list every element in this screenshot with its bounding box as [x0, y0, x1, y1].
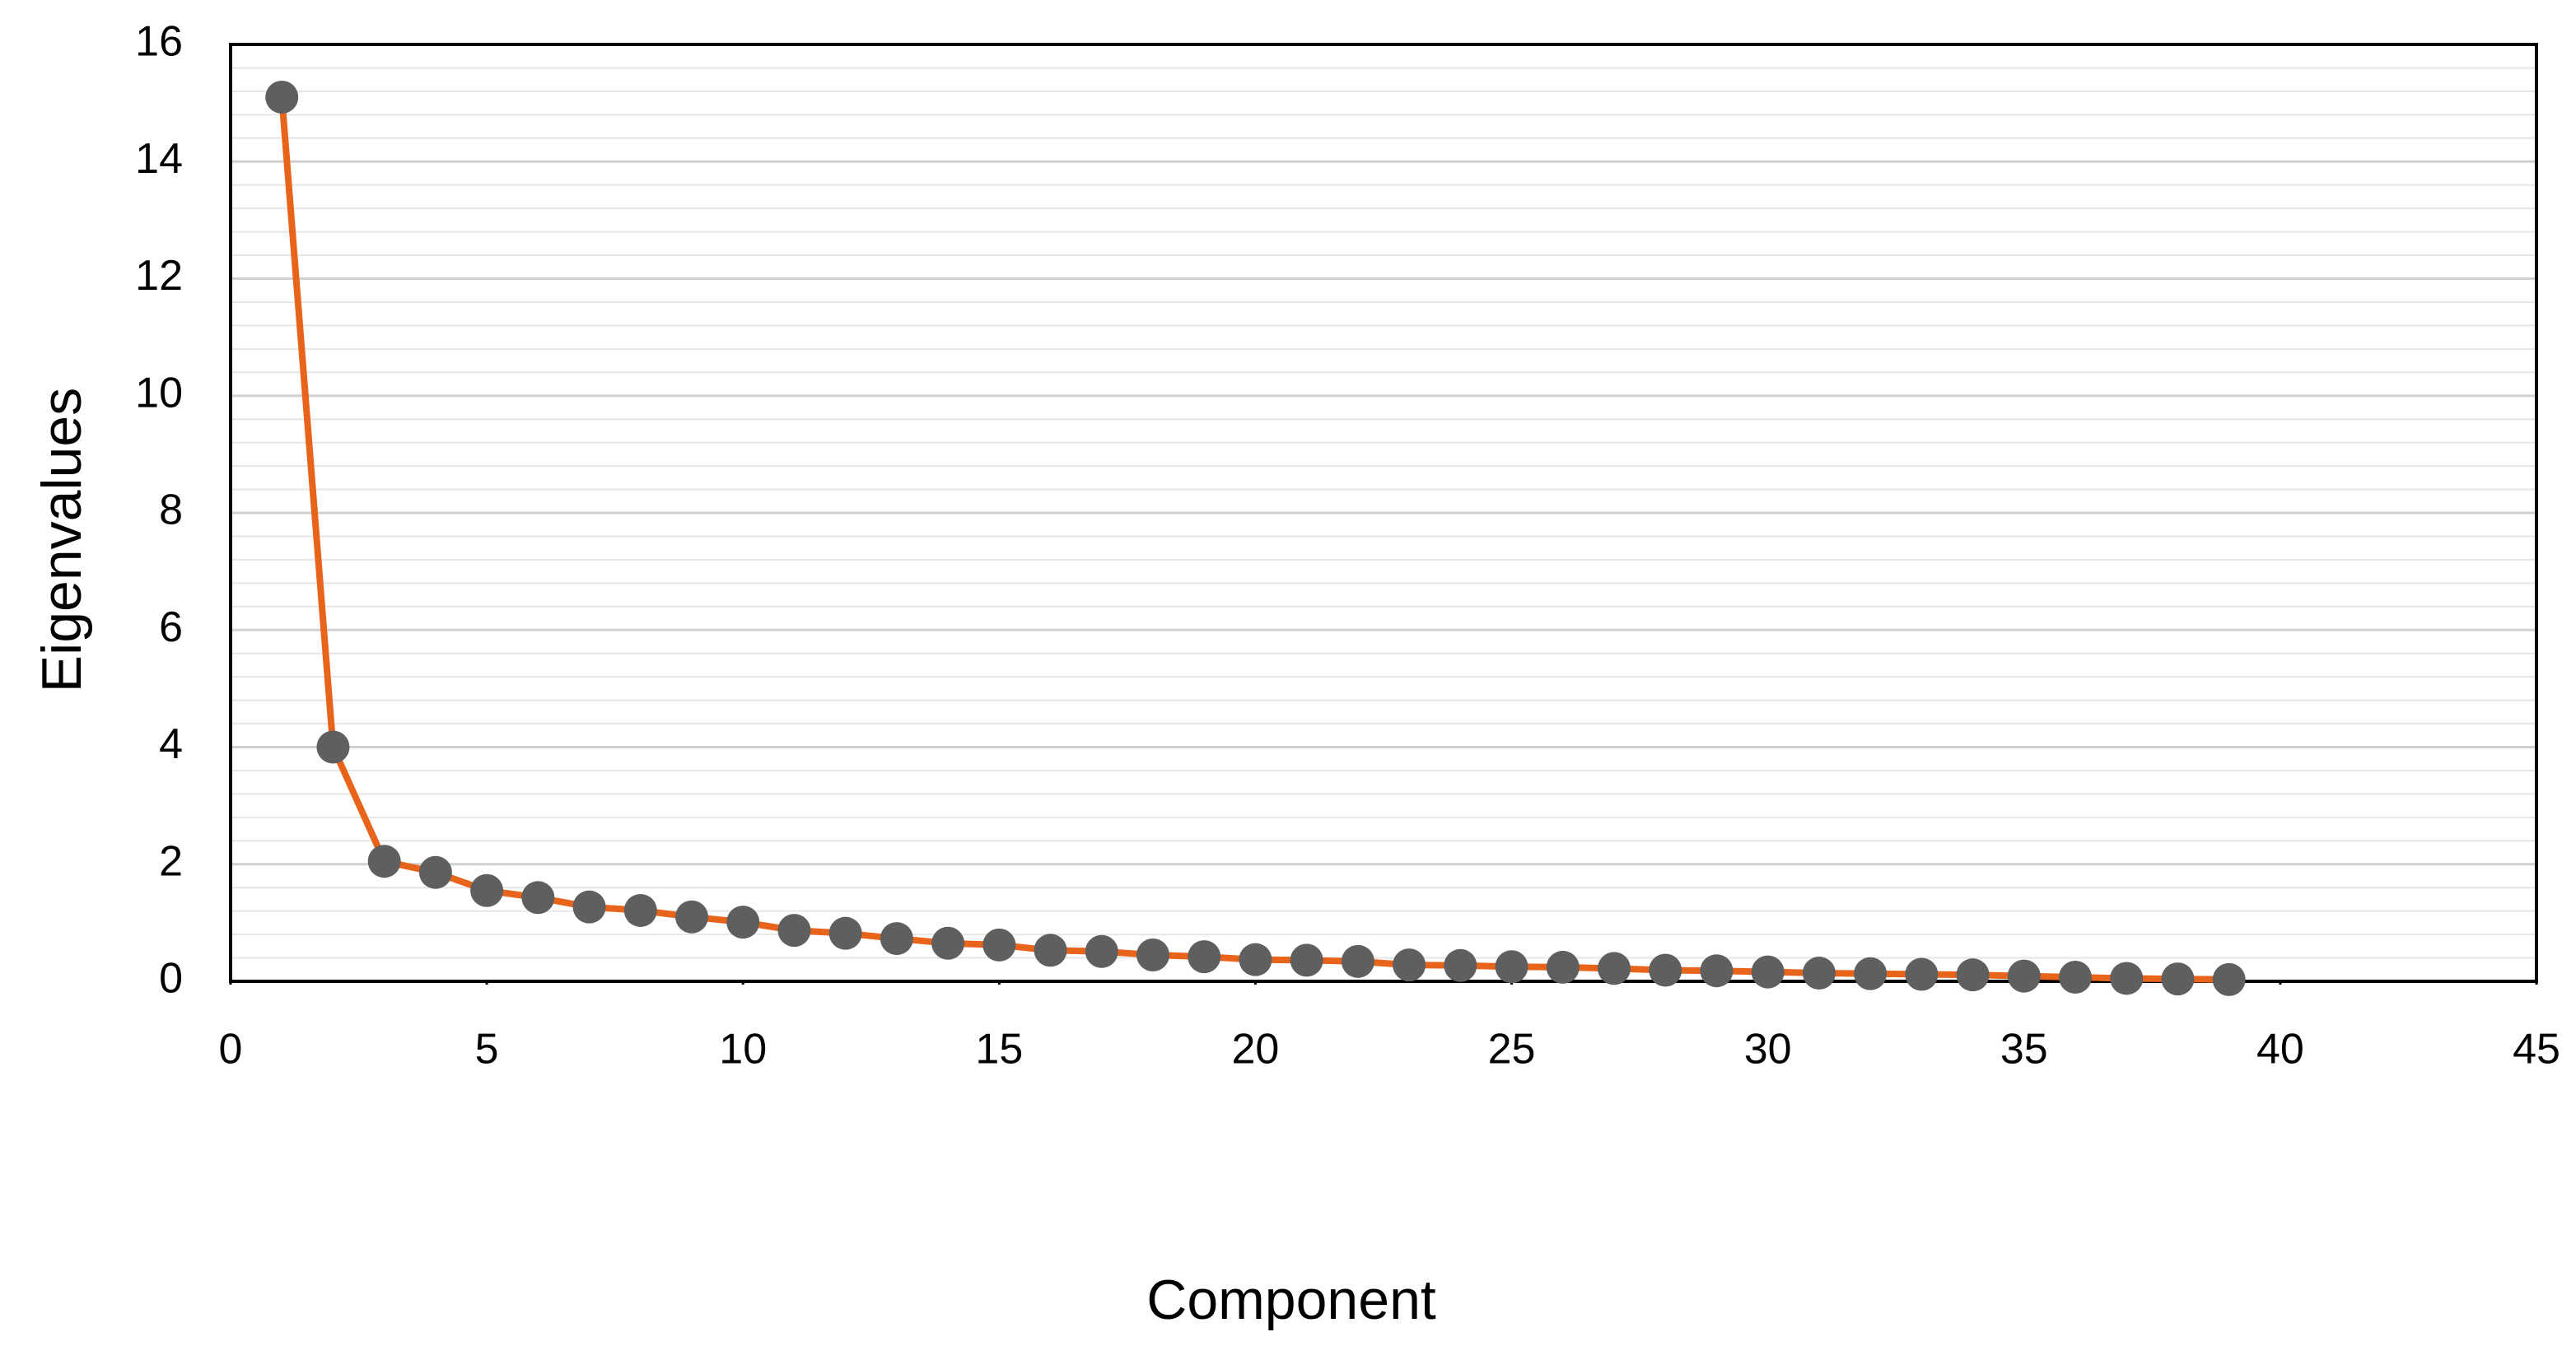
- marker: [1802, 957, 1836, 990]
- marker: [1905, 957, 1939, 991]
- marker: [418, 855, 452, 889]
- marker: [880, 922, 913, 956]
- y-tick-label: 14: [135, 135, 183, 183]
- marker: [2161, 962, 2195, 996]
- marker: [2007, 959, 2041, 993]
- x-tick-label: 45: [2513, 1026, 2560, 1074]
- marker: [316, 730, 350, 764]
- y-tick-label: 10: [135, 369, 183, 417]
- marker: [828, 916, 862, 950]
- marker: [1290, 943, 1323, 977]
- plot-frame: [229, 43, 2538, 983]
- marker: [1751, 955, 1785, 989]
- y-axis-title: Eigenvalues: [30, 388, 93, 692]
- x-tick-label: 35: [2000, 1026, 2048, 1074]
- marker: [1239, 943, 1272, 976]
- marker: [1649, 953, 1682, 987]
- marker: [470, 873, 504, 907]
- marker: [1854, 957, 1888, 990]
- x-tick-label: 5: [475, 1026, 499, 1074]
- marker: [1444, 948, 1477, 982]
- y-tick-label: 8: [159, 487, 183, 534]
- marker: [1393, 948, 1426, 982]
- x-tick-label: 40: [2256, 1026, 2304, 1074]
- marker: [1034, 934, 1067, 967]
- marker: [367, 845, 401, 878]
- y-tick-label: 12: [135, 252, 183, 300]
- marker: [1956, 958, 1990, 992]
- y-tick-label: 16: [135, 18, 183, 66]
- marker: [572, 890, 606, 924]
- marker: [1495, 950, 1528, 984]
- marker: [1136, 938, 1169, 971]
- y-tick-label: 6: [159, 603, 183, 651]
- x-tick-label: 15: [975, 1026, 1023, 1074]
- x-tick-label: 20: [1232, 1026, 1280, 1074]
- line: [278, 96, 2229, 983]
- marker: [521, 881, 555, 915]
- y-tick-label: 0: [159, 955, 183, 1003]
- x-tick-label: 0: [219, 1026, 243, 1074]
- marker: [982, 928, 1016, 962]
- marker: [265, 81, 299, 114]
- marker: [2212, 962, 2246, 996]
- marker: [1546, 950, 1580, 984]
- marker: [1700, 954, 1734, 988]
- marker: [1085, 934, 1118, 968]
- marker: [1598, 952, 1631, 985]
- marker: [675, 900, 708, 934]
- marker: [623, 893, 657, 927]
- marker: [2110, 962, 2144, 995]
- marker: [726, 906, 760, 939]
- x-tick-label: 10: [719, 1026, 767, 1074]
- x-tick-label: 30: [1744, 1026, 1792, 1074]
- x-axis-title: Component: [1146, 1269, 1436, 1331]
- y-tick-label: 2: [159, 837, 183, 885]
- marker: [1188, 940, 1221, 974]
- y-tick-label: 4: [159, 720, 183, 768]
- marker: [1341, 944, 1374, 978]
- marker: [2059, 961, 2092, 994]
- x-tick-label: 25: [1488, 1026, 1536, 1074]
- marker: [777, 914, 811, 948]
- marker: [931, 926, 965, 960]
